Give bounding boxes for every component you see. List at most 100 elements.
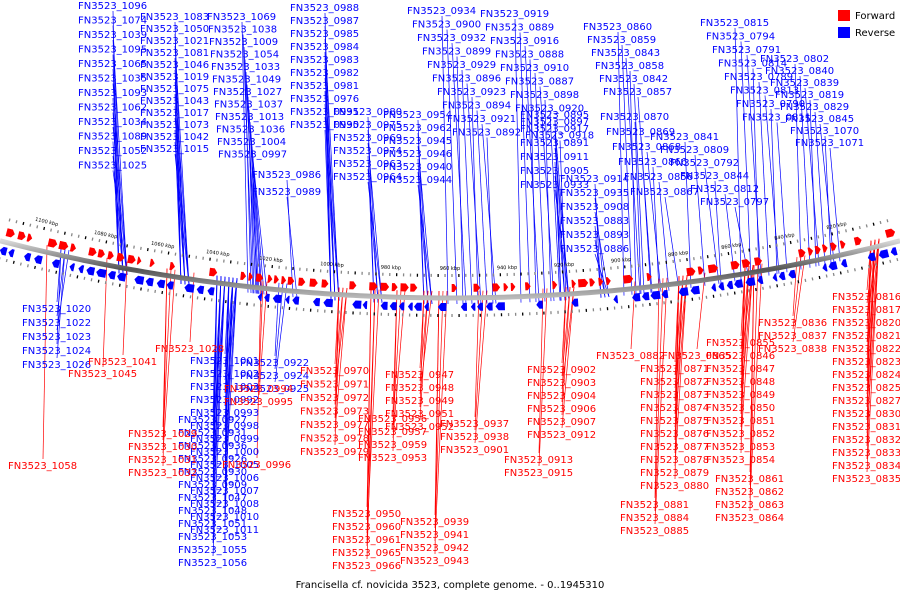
gene-label: FN3523_1028 [155,344,224,355]
gene-label: FN3523_0874 [640,403,709,414]
reverse-gene-arrow [86,266,96,276]
gene-label: FN3523_0984 [290,42,359,53]
gene-label: FN3523_0987 [290,16,359,27]
scale-tick [804,278,807,282]
gene-label: FN3523_0922 [240,358,309,369]
scale-tick [875,263,878,267]
leader-line [794,63,802,270]
scale-tick [817,235,820,239]
gene-label: FN3523_0998 [190,421,259,432]
gene-label: FN3523_0812 [690,184,759,195]
reverse-gene-arrow [69,263,75,272]
leader-line [652,166,660,292]
scale-tick [84,236,87,240]
scale-tick [5,258,8,263]
gene-label: FN3523_1003 [190,382,259,393]
reverse-gene-arrow [822,263,828,272]
gene-label: FN3523_0919 [480,9,549,20]
reverse-gene-arrow [734,279,744,288]
gene-label: FN3523_0953 [358,453,427,464]
gene-label: FN3523_1073 [140,120,209,131]
gene-label: FN3523_1030 [128,442,197,453]
forward-gene-arrow [116,252,125,262]
gene-label: FN3523_0843 [591,48,660,59]
reverse-gene-arrow [841,259,848,268]
leader-line [474,290,484,431]
reverse-gene-arrow [166,281,174,290]
reverse-gene-arrow [486,302,493,311]
scale-tick [77,234,80,238]
scale-tick [775,243,778,247]
leader-line [554,189,570,301]
gene-label: FN3523_0942 [400,543,469,554]
gene-label: FN3523_0831 [832,422,900,433]
leader-line [594,197,606,298]
leader-line [486,137,494,304]
scale-tick [119,243,122,247]
forward-gene-arrow [830,242,837,251]
gene-label: FN3523_1056 [178,558,247,569]
scale-tick [140,246,142,250]
leader-line [714,180,722,284]
scale-tick [803,238,806,242]
scale-tick [769,285,771,289]
reverse-gene-arrow [292,296,300,305]
leader-line [112,112,124,275]
scale-tick [62,272,65,276]
reverse-gene-arrow [536,300,543,309]
leader-line [446,29,458,304]
gene-label: FN3523_0841 [650,132,719,143]
gene-label: FN3523_1041 [88,357,157,368]
gene-label: FN3523_0945 [383,136,452,147]
leader-line [112,83,128,275]
legend: Forward Reverse [838,10,895,39]
leader-line [252,159,268,295]
leader-line [758,81,770,276]
gene-label: FN3523_1001 [190,356,259,367]
kbp-label: 840 kbp [774,232,795,242]
leader-line [441,15,449,305]
reverse-gene-arrow [470,302,476,311]
reverse-gene-arrow [8,249,15,258]
scale-tick [133,245,135,249]
scale-tick [782,242,785,246]
gene-label: FN3523_1026 [22,360,91,371]
reverse-gene-arrow [745,277,756,287]
leader-line [42,245,48,460]
leader-line [56,248,62,345]
leader-line [740,265,754,441]
gene-label: FN3523_0917 [520,124,589,135]
leader-line [224,277,234,524]
gene-label: FN3523_1058 [8,461,77,472]
forward-gene-arrow [309,278,318,287]
reverse-gene-arrow [156,279,166,289]
scale-tick [69,273,72,277]
leader-line [174,45,190,286]
gene-labels: FN3523_1096FN3523_1074FN3523_1039FN3523_… [8,1,900,572]
forward-gene-arrow [807,247,814,256]
leader-line [829,147,841,262]
leader-line [640,136,652,293]
gene-label: FN3523_0885 [620,526,689,537]
leader-line [451,42,467,304]
leader-line [654,278,660,499]
leader-line [654,278,664,512]
gene-label: FN3523_0901 [440,445,509,456]
gene-label: FN3523_1095 [78,45,147,56]
leader-line [174,141,186,285]
gene-label: FN3523_0910 [500,63,569,74]
scale-tick [762,246,764,250]
gene-label: FN3523_0937 [440,419,509,430]
forward-gene-arrow [149,258,155,267]
scale-tick [762,286,764,290]
leader-line [629,70,637,295]
gene-label: FN3523_1045 [68,369,137,380]
gene-label: FN3523_0948 [385,383,454,394]
gene-label: FN3523_0859 [587,35,656,46]
gene-label: FN3523_0923 [437,87,506,98]
gene-label: FN3523_1051 [178,519,247,530]
reverse-gene-arrow [437,303,447,311]
gene-label: FN3523_0988 [290,3,359,14]
gene-label: FN3523_0850 [706,403,775,414]
gene-label: FN3523_0848 [706,377,775,388]
